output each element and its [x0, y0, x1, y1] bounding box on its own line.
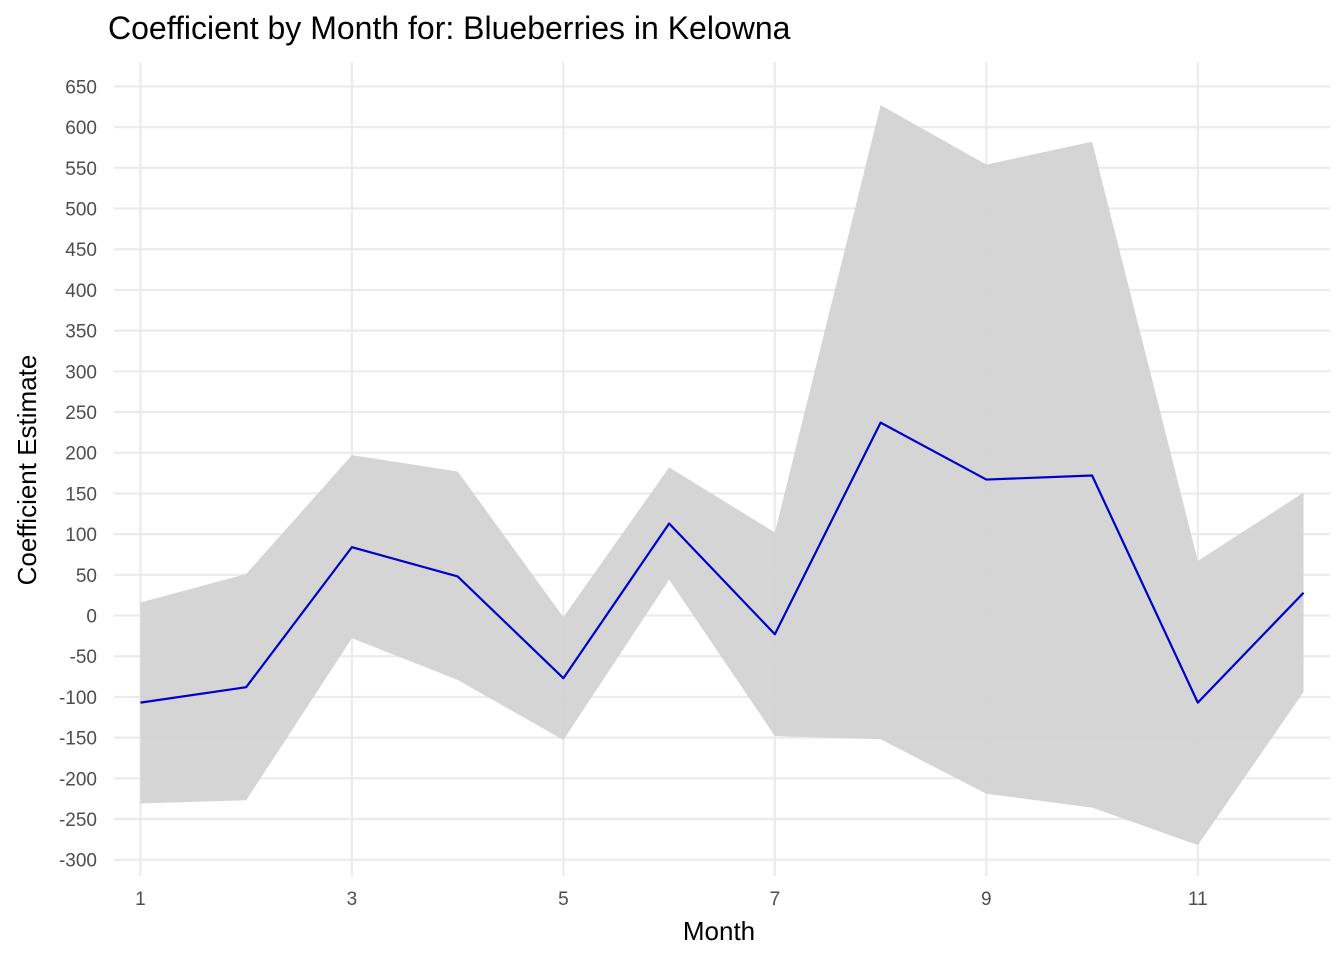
y-tick-labels: 650600550500450400350300250200150100500-… — [59, 77, 97, 871]
chart-title: Coefficient by Month for: Blueberries in… — [108, 10, 791, 46]
y-tick-label: 300 — [65, 362, 97, 383]
y-tick-label: 400 — [65, 281, 97, 302]
x-axis-title: Month — [683, 916, 755, 946]
y-tick-label: 650 — [65, 77, 97, 98]
y-tick-label: -200 — [59, 769, 97, 790]
x-tick-label: 5 — [558, 889, 569, 910]
y-tick-label: -150 — [59, 729, 97, 750]
y-tick-label: 100 — [65, 525, 97, 546]
y-tick-label: 50 — [76, 566, 97, 587]
confidence-band — [140, 105, 1304, 846]
y-tick-label: 450 — [65, 240, 97, 261]
y-tick-label: -300 — [59, 851, 97, 872]
y-tick-label: -100 — [59, 688, 97, 709]
y-tick-label: 250 — [65, 403, 97, 424]
x-tick-label: 7 — [770, 889, 781, 910]
series-line — [140, 421, 1305, 704]
y-tick-label: 350 — [65, 322, 97, 343]
confidence-band-area — [140, 105, 1304, 846]
x-tick-label: 3 — [347, 889, 358, 910]
x-tick-label: 9 — [981, 889, 992, 910]
y-tick-label: 550 — [65, 159, 97, 180]
y-axis-title: Coefficient Estimate — [12, 355, 42, 586]
y-tick-label: 200 — [65, 444, 97, 465]
y-tick-label: -250 — [59, 810, 97, 831]
x-tick-label: 1 — [135, 889, 146, 910]
y-tick-label: 0 — [86, 607, 97, 628]
x-tick-label: 11 — [1188, 889, 1208, 910]
y-tick-label: -50 — [70, 647, 97, 668]
y-tick-label: 500 — [65, 200, 97, 221]
y-tick-label: 600 — [65, 118, 97, 139]
x-tick-labels: 1 3 5 7 9 11 — [135, 889, 1208, 910]
y-tick-label: 150 — [65, 484, 97, 505]
series-lines — [140, 421, 1305, 704]
